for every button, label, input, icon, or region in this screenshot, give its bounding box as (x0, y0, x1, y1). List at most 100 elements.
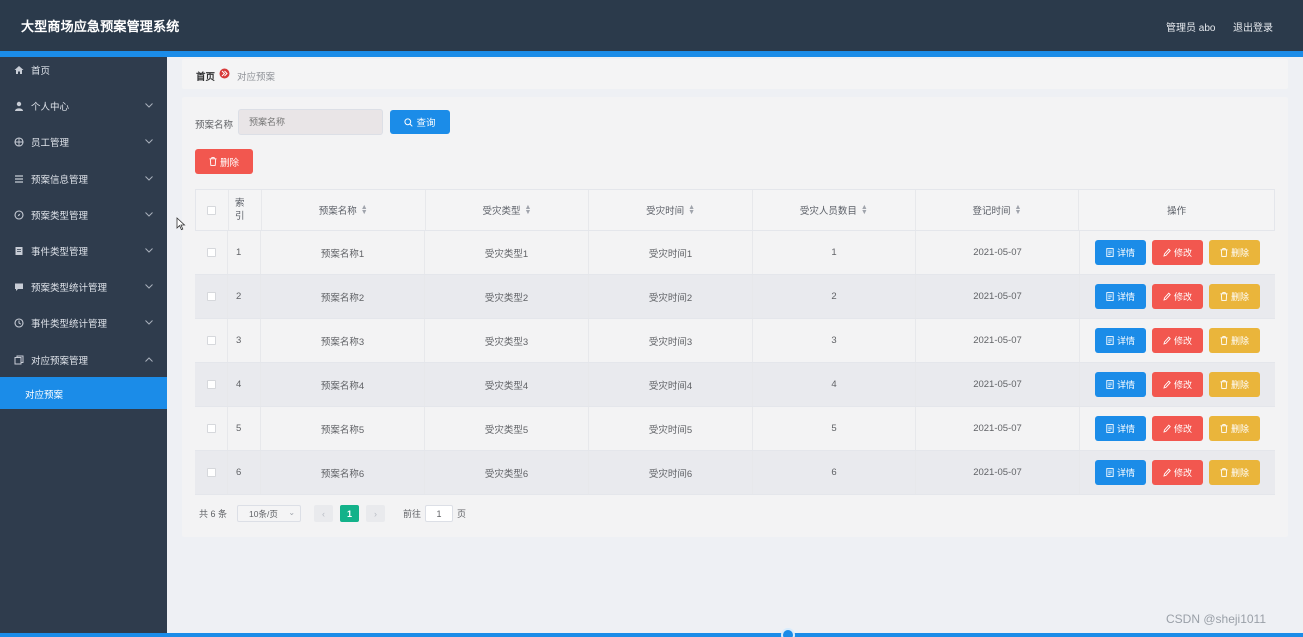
edit-button[interactable]: 修改 (1152, 328, 1203, 353)
list-icon (15, 175, 23, 183)
row-checkbox[interactable] (206, 292, 216, 301)
header-type[interactable]: 受灾类型 ▲ ▼ (426, 190, 590, 230)
row-date: 2021-05-07 (916, 231, 1080, 274)
sidebar-item-event-type[interactable]: 事件类型管理 (0, 233, 167, 269)
sidebar-item-staff[interactable]: 员工管理 (0, 124, 167, 160)
sidebar-item-label: 预案类型管理 (31, 211, 89, 222)
header-count[interactable]: 受灾人员数目 ▲ ▼ (753, 190, 916, 230)
row-select-cell (195, 407, 228, 450)
header-accent-bar (0, 51, 1303, 57)
row-checkbox[interactable] (206, 336, 216, 345)
sidebar-item-plan-info[interactable]: 预案信息管理 (0, 161, 167, 197)
progress-handle[interactable] (781, 628, 795, 637)
bottom-progress-line (0, 633, 1303, 637)
sidebar-subitem-label: 对应预案 (25, 390, 64, 401)
header-time[interactable]: 受灾时间 ▲ ▼ (589, 190, 753, 230)
chat-icon (15, 283, 23, 291)
compass-icon (14, 210, 24, 220)
sidebar-item-plan-mapping[interactable]: 对应预案管理 (0, 342, 167, 378)
row-count: 6 (753, 451, 916, 494)
detail-button[interactable]: 详情 (1095, 284, 1146, 309)
page-number-current[interactable]: 1 (340, 505, 360, 522)
delete-button[interactable]: 删除 (1209, 460, 1260, 485)
batch-delete-button[interactable]: 删除 (195, 149, 253, 174)
chevron-right-icon: › (374, 508, 378, 519)
goto-page-input[interactable]: 1 (425, 505, 454, 522)
sidebar-item-event-type-stats[interactable]: 事件类型统计管理 (0, 305, 167, 341)
document-icon (1106, 424, 1114, 433)
globe-icon (14, 137, 24, 147)
header-name[interactable]: 预案名称 ▲ ▼ (262, 190, 426, 230)
row-count: 5 (753, 407, 916, 450)
edit-button[interactable]: 修改 (1152, 372, 1203, 397)
detail-button[interactable]: 详情 (1095, 460, 1146, 485)
trash-icon (209, 157, 217, 166)
header-date[interactable]: 登记时间 ▲ ▼ (916, 190, 1080, 230)
clock-icon (14, 318, 24, 328)
row-date: 2021-05-07 (916, 451, 1080, 494)
detail-label: 详情 (1116, 424, 1135, 434)
row-date: 2021-05-07 (916, 275, 1080, 318)
header-ops: 操作 (1079, 190, 1274, 230)
edit-label: 修改 (1173, 380, 1192, 390)
select-all-checkbox[interactable] (207, 205, 217, 215)
sort-icon[interactable]: ▲ ▼ (524, 204, 532, 216)
trash-icon (1220, 292, 1228, 301)
table-row: 4 预案名称4 受灾类型4 受灾时间4 4 2021-05-07 详情 修改 删… (195, 363, 1275, 407)
detail-button[interactable]: 详情 (1095, 372, 1146, 397)
sort-icon[interactable]: ▲ ▼ (860, 204, 868, 216)
breadcrumb: 首页 对应预案 (182, 59, 1288, 89)
sort-icon[interactable]: ▲ ▼ (360, 204, 368, 216)
edit-label: 修改 (1173, 248, 1192, 258)
row-ops: 详情 修改 删除 (1080, 275, 1275, 318)
row-checkbox[interactable] (206, 380, 216, 389)
next-page-button[interactable]: › (366, 505, 386, 522)
row-checkbox[interactable] (206, 468, 216, 477)
row-time: 受灾时间3 (589, 319, 753, 362)
sidebar-item-plan-type-stats[interactable]: 预案类型统计管理 (0, 269, 167, 305)
delete-button[interactable]: 删除 (1209, 284, 1260, 309)
sidebar-item-plan-type[interactable]: 预案类型管理 (0, 197, 167, 233)
chevron-down-icon (145, 248, 153, 253)
table-row: 6 预案名称6 受灾类型6 受灾时间6 6 2021-05-07 详情 修改 删… (195, 451, 1275, 495)
sidebar-item-home[interactable]: 首页 (0, 52, 167, 88)
current-user-label: 管理员 abo (1166, 23, 1216, 34)
sidebar-item-personal-center[interactable]: 个人中心 (0, 88, 167, 124)
page-size-select[interactable]: 10条/页 ⌄ (237, 505, 302, 522)
breadcrumb-home[interactable]: 首页 (196, 72, 216, 83)
search-input[interactable] (238, 109, 383, 135)
app-header: 大型商场应急预案管理系统 管理员 abo 退出登录 (0, 0, 1303, 51)
logout-link[interactable]: 退出登录 (1233, 23, 1273, 34)
header-name-label: 预案名称 (318, 206, 357, 217)
row-index: 6 (228, 451, 261, 494)
sidebar-subitem-active[interactable]: 对应预案 (0, 377, 167, 409)
edit-button[interactable]: 修改 (1152, 284, 1203, 309)
detail-button[interactable]: 详情 (1095, 240, 1146, 265)
row-checkbox[interactable] (206, 248, 216, 257)
table-header-row: 索引 预案名称 ▲ ▼ 受灾类型 ▲ ▼ 受灾时间 ▲ ▼ 受灾人员数目 ▲ ▼ 登记时间 ▲ ▼ … (195, 189, 1275, 231)
row-select-cell (195, 319, 228, 362)
edit-button[interactable]: 修改 (1152, 460, 1203, 485)
sort-icon[interactable]: ▲ ▼ (688, 204, 696, 216)
delete-button[interactable]: 删除 (1209, 372, 1260, 397)
row-name: 预案名称1 (261, 231, 425, 274)
pencil-icon (1163, 424, 1171, 433)
row-ops: 详情 修改 删除 (1080, 231, 1275, 274)
edit-button[interactable]: 修改 (1152, 240, 1203, 265)
document-icon (1106, 292, 1114, 301)
edit-button[interactable]: 修改 (1152, 416, 1203, 441)
query-button[interactable]: 查询 (390, 110, 450, 134)
home-icon (14, 66, 24, 74)
delete-button[interactable]: 删除 (1209, 416, 1260, 441)
sidebar-item-label: 事件类型统计管理 (31, 319, 108, 330)
detail-button[interactable]: 详情 (1095, 416, 1146, 441)
row-checkbox[interactable] (206, 424, 216, 433)
prev-page-button[interactable]: ‹ (314, 505, 334, 522)
sort-icon[interactable]: ▲ ▼ (1014, 204, 1022, 216)
delete-button[interactable]: 删除 (1209, 328, 1260, 353)
chevron-left-icon: ‹ (322, 508, 326, 519)
chevron-down-icon (145, 284, 153, 289)
delete-button[interactable]: 删除 (1209, 240, 1260, 265)
detail-button[interactable]: 详情 (1095, 328, 1146, 353)
row-type: 受灾类型4 (425, 363, 589, 406)
